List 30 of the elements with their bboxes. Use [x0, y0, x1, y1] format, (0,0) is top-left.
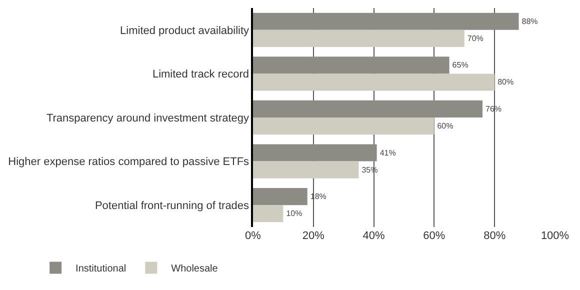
bar [253, 56, 450, 74]
x-tick-label: 20% [302, 230, 325, 242]
bar [253, 144, 377, 162]
y-tick-label: Limited product availability [120, 24, 250, 37]
data-label: 65% [452, 60, 468, 70]
y-tick-label: Higher expense ratios compared to passive ETFs [8, 156, 250, 168]
x-tick-label: 100% [540, 230, 570, 242]
y-tick-label: Transparency around investment strategy [46, 112, 250, 124]
bar [253, 12, 519, 30]
bar [253, 188, 308, 206]
bar [253, 74, 495, 91]
data-label: 60% [437, 122, 454, 131]
legend-label: Wholesale [171, 264, 218, 275]
data-label: 88% [522, 16, 538, 26]
y-tick-label: Potential front-running of trades [94, 200, 250, 212]
x-tick-label: 60% [423, 230, 446, 242]
data-label: 70% [467, 34, 484, 43]
data-label: 41% [380, 148, 396, 158]
bar [253, 100, 483, 118]
bar [253, 205, 284, 222]
x-tick-label: 40% [362, 230, 386, 242]
data-label: 10% [286, 209, 302, 218]
bar [253, 118, 434, 135]
legend-label: Institutional [76, 264, 126, 275]
x-tick-label: 0% [245, 230, 262, 242]
x-tick-label: 80% [484, 230, 506, 242]
data-label: 80% [498, 78, 514, 87]
bar [253, 30, 464, 47]
bar [253, 161, 359, 178]
y-tick-label: Limited track record [152, 68, 250, 81]
